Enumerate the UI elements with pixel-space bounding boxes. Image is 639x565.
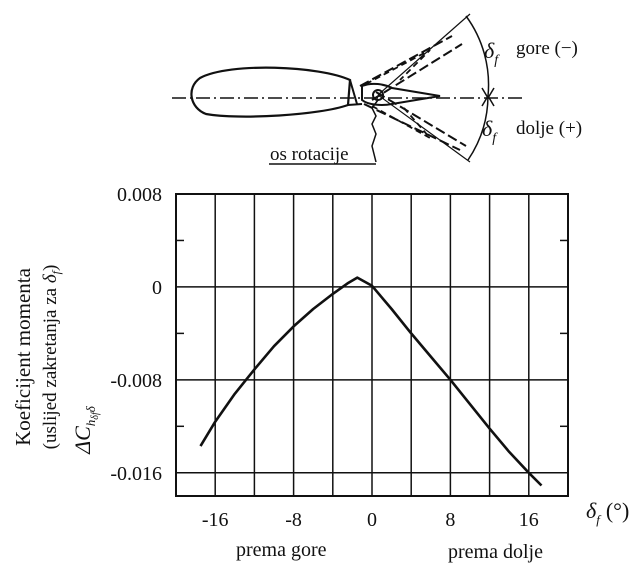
radial-line-up <box>377 13 471 96</box>
y-tick-label: 0.008 <box>117 184 162 206</box>
x-axis-label: δf (°) <box>586 498 629 527</box>
x-tick-label: 0 <box>367 509 377 531</box>
delta-down-sub: f <box>492 131 498 146</box>
y-label-line2: (uslijed zakretanja za δf) <box>40 265 63 450</box>
arc-arrow-down <box>481 94 495 107</box>
flap-up-outline <box>365 49 431 85</box>
x-tick-label: 16 <box>519 509 539 531</box>
radial-line-down <box>377 94 471 163</box>
airfoil-body <box>190 66 352 118</box>
chart: -16 -8 0 8 16 0.008 0 -0.008 -0.016 <box>110 184 569 531</box>
x-tick-label: 8 <box>445 509 455 531</box>
flap-up <box>359 35 463 101</box>
delta-up-symbol: δf <box>484 38 500 68</box>
down-label: dolje (+) <box>516 118 582 139</box>
x-tick-label: -8 <box>285 509 302 531</box>
airfoil-diagram <box>172 13 522 165</box>
y-tick-label: -0.008 <box>110 370 162 392</box>
y-axis-label-2: (uslijed zakretanja za δf) <box>40 265 63 450</box>
diagram-labels: δf gore (−) δf dolje (+) os rotacije <box>270 38 582 165</box>
x-label-left: prema gore <box>236 539 327 561</box>
ticks <box>176 239 568 428</box>
flap-down-outline <box>371 105 431 139</box>
axis-label: os rotacije <box>270 144 349 165</box>
y-axis-symbol: ΔChδfδ <box>70 405 101 455</box>
delta-up-sub: f <box>494 53 500 68</box>
x-tick-label: -16 <box>202 509 229 531</box>
axis-pointer <box>371 99 379 163</box>
up-label: gore (−) <box>516 38 578 59</box>
y-label-line1: Koeficijent momenta <box>11 267 35 446</box>
tick-labels: -16 -8 0 8 16 0.008 0 -0.008 -0.016 <box>110 184 538 531</box>
y-tick-label: 0 <box>152 277 162 299</box>
x-label-right: prema dolje <box>448 541 543 563</box>
series <box>199 276 543 487</box>
arc-arrow-up <box>481 87 495 100</box>
delta-down-symbol: δf <box>482 116 498 146</box>
y-tick-label: -0.016 <box>110 463 162 485</box>
series-line <box>199 276 543 487</box>
y-symbol: ΔChδfδ <box>70 405 101 455</box>
hinge-housing <box>347 79 363 106</box>
y-axis-label: Koeficijent momenta <box>11 267 35 446</box>
flap-neutral <box>361 82 441 106</box>
